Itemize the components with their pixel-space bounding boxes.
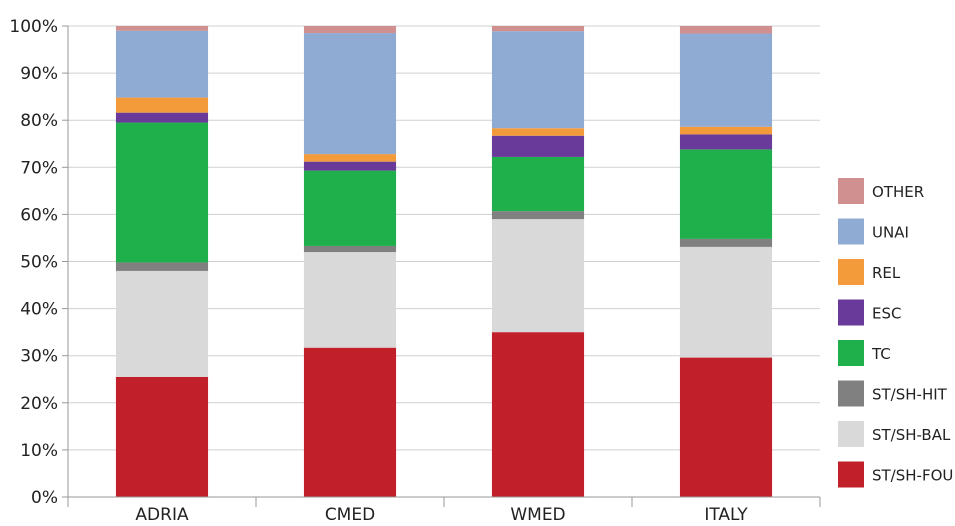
bar-segment-italy-st-sh-bal [679, 246, 773, 358]
legend-label-rel: REL [872, 264, 901, 282]
legend-swatch-tc [838, 340, 864, 366]
bar-segment-italy-rel [679, 126, 773, 135]
legend-label-tc: TC [871, 345, 891, 363]
legend-label-unai: UNAI [872, 224, 909, 242]
bar-segment-wmed-other [491, 26, 585, 32]
y-tick-label: 0% [31, 488, 58, 508]
x-category-label: CMED [325, 505, 375, 525]
y-tick-label: 40% [20, 300, 58, 320]
y-tick-label: 70% [20, 158, 58, 178]
bar-segment-cmed-st-sh-bal [303, 252, 397, 348]
bar-segment-cmed-esc [303, 161, 397, 171]
y-tick-label: 80% [20, 111, 58, 131]
bar-segment-wmed-st-sh-bal [491, 219, 585, 333]
bar-segment-cmed-tc [303, 170, 397, 246]
x-category-label: WMED [510, 505, 565, 525]
legend-swatch-unai [838, 218, 864, 245]
y-tick-label: 60% [20, 205, 58, 225]
legend-label-st-sh-bal: ST/SH-BAL [872, 426, 951, 444]
bar-segment-cmed-other [303, 26, 397, 34]
x-category-label: ITALY [704, 505, 748, 525]
legend-swatch-st-sh-hit [838, 380, 864, 407]
bar-segment-wmed-unai [491, 31, 585, 129]
bar-segment-adria-st-sh-bal [115, 270, 209, 377]
bar-segment-wmed-st-sh-fou [491, 332, 585, 497]
axes: 0% 10% 20% 30% 40% 50% 60% 70% 80% 90% 100% ADRIA CM… [9, 17, 821, 525]
y-tick-label: 50% [20, 253, 58, 273]
y-tick-label: 20% [20, 394, 58, 414]
bar-segment-adria-unai [115, 30, 209, 98]
legend-swatch-esc [838, 299, 864, 326]
bar-segment-italy-tc [679, 149, 773, 239]
bar-segment-cmed-st-sh-fou [303, 347, 397, 497]
bar-segment-wmed-esc [491, 135, 585, 157]
legend-swatch-rel [838, 259, 864, 285]
legend-label-esc: ESC [872, 305, 901, 323]
bar-segment-cmed-rel [303, 154, 397, 162]
bar-segment-adria-other [115, 26, 209, 31]
bar-segment-adria-tc [115, 122, 209, 263]
legend-label-other: OTHER [872, 183, 924, 201]
legend-label-st-sh-fou: ST/SH-FOU [872, 467, 953, 485]
bars [115, 26, 773, 497]
bar-segment-adria-st-sh-fou [115, 376, 209, 497]
y-tick-label: 10% [20, 441, 58, 461]
bar-segment-italy-esc [679, 134, 773, 150]
bar-segment-cmed-unai [303, 33, 397, 155]
x-category-label: ADRIA [135, 505, 189, 525]
legend: OTHER UNAI REL ESC TC ST/SH-HIT ST/SH-BAL ST/SH… [838, 178, 953, 488]
bar-segment-wmed-st-sh-hit [491, 211, 585, 220]
bar-segment-wmed-tc [491, 156, 585, 212]
y-tick-label: 30% [20, 347, 58, 367]
bar-segment-italy-st-sh-hit [679, 238, 773, 247]
bar-segment-wmed-rel [491, 128, 585, 136]
bar-segment-adria-rel [115, 97, 209, 113]
bar-segment-italy-st-sh-fou [679, 357, 773, 497]
y-tick-label: 90% [20, 64, 58, 84]
legend-label-st-sh-hit: ST/SH-HIT [872, 386, 948, 404]
y-tick-label: 100% [9, 17, 58, 37]
bar-segment-cmed-st-sh-hit [303, 245, 397, 253]
bar-segment-adria-st-sh-hit [115, 262, 209, 271]
bar-segment-italy-unai [679, 33, 773, 127]
bar-segment-adria-esc [115, 112, 209, 123]
legend-swatch-st-sh-fou [838, 461, 864, 488]
legend-swatch-st-sh-bal [838, 421, 864, 447]
bar-segment-italy-other [679, 26, 773, 34]
legend-swatch-other [838, 178, 864, 204]
